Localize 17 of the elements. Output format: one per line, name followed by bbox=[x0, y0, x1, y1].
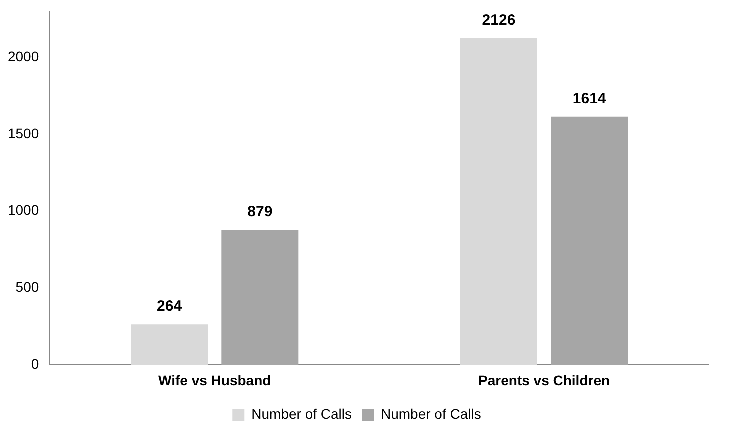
y-tick-label: 1000 bbox=[8, 202, 40, 218]
legend-label: Number of Calls bbox=[381, 406, 482, 422]
bar bbox=[551, 116, 628, 366]
y-tick-label: 0 bbox=[31, 356, 40, 372]
x-tick-label: Wife vs Husband bbox=[158, 372, 272, 388]
y-tick-label: 500 bbox=[16, 279, 40, 296]
bar bbox=[222, 230, 299, 366]
x-tick-label: Parents vs Children bbox=[478, 372, 610, 388]
data-label: 2126 bbox=[482, 12, 516, 29]
y-tick-label: 2000 bbox=[8, 48, 40, 64]
data-label: 879 bbox=[248, 204, 273, 221]
y-tick-label: 1500 bbox=[8, 125, 40, 142]
legend-label: Number of Calls bbox=[252, 406, 352, 422]
data-label: 1614 bbox=[572, 90, 607, 108]
bar bbox=[131, 324, 208, 366]
bar bbox=[460, 38, 538, 366]
data-label: 264 bbox=[157, 298, 183, 316]
